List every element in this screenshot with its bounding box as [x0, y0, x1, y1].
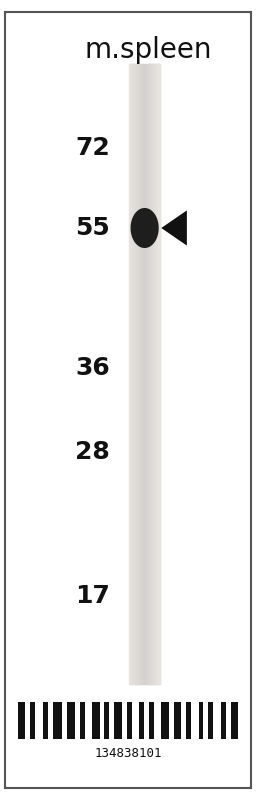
- Bar: [151, 64, 152, 684]
- Bar: [139, 64, 140, 684]
- Bar: [231, 702, 238, 739]
- Bar: [154, 64, 155, 684]
- Bar: [114, 702, 122, 739]
- Bar: [130, 64, 131, 684]
- Bar: [153, 64, 154, 684]
- Bar: [104, 702, 110, 739]
- Bar: [138, 64, 139, 684]
- Bar: [92, 702, 100, 739]
- Text: 134838101: 134838101: [94, 747, 162, 760]
- Bar: [129, 64, 130, 684]
- Bar: [141, 64, 142, 684]
- Bar: [136, 64, 137, 684]
- Bar: [132, 64, 133, 684]
- Bar: [135, 64, 136, 684]
- Bar: [152, 64, 153, 684]
- Bar: [18, 702, 25, 739]
- Text: 36: 36: [75, 356, 110, 380]
- Bar: [135, 64, 136, 684]
- Bar: [158, 64, 159, 684]
- Bar: [153, 64, 154, 684]
- Text: 72: 72: [75, 136, 110, 160]
- Bar: [143, 64, 144, 684]
- Bar: [133, 64, 134, 684]
- Bar: [159, 64, 160, 684]
- Bar: [156, 64, 157, 684]
- Bar: [132, 64, 133, 684]
- Bar: [161, 702, 169, 739]
- Text: 28: 28: [75, 440, 110, 464]
- Bar: [221, 702, 226, 739]
- Bar: [156, 64, 157, 684]
- Bar: [131, 64, 132, 684]
- Bar: [131, 64, 132, 684]
- Bar: [198, 702, 204, 739]
- Bar: [186, 702, 191, 739]
- Polygon shape: [161, 210, 187, 246]
- Bar: [144, 64, 145, 684]
- Bar: [151, 64, 152, 684]
- Bar: [142, 64, 143, 684]
- Text: 17: 17: [75, 584, 110, 608]
- Text: 55: 55: [75, 216, 110, 240]
- Bar: [137, 64, 138, 684]
- Bar: [140, 64, 141, 684]
- Bar: [208, 702, 213, 739]
- Bar: [127, 702, 132, 739]
- Bar: [159, 64, 160, 684]
- Bar: [138, 64, 139, 684]
- Bar: [149, 64, 150, 684]
- Bar: [134, 64, 135, 684]
- Bar: [146, 64, 147, 684]
- Bar: [145, 64, 146, 684]
- Bar: [155, 64, 156, 684]
- Bar: [43, 702, 48, 739]
- Bar: [155, 64, 156, 684]
- Bar: [150, 64, 151, 684]
- Bar: [134, 64, 135, 684]
- Bar: [133, 64, 134, 684]
- Bar: [148, 64, 149, 684]
- Bar: [80, 702, 85, 739]
- Bar: [154, 64, 155, 684]
- Bar: [139, 702, 144, 739]
- Bar: [52, 702, 62, 739]
- Bar: [30, 702, 35, 739]
- Bar: [137, 64, 138, 684]
- Bar: [174, 702, 181, 739]
- Bar: [67, 702, 75, 739]
- Text: m.spleen: m.spleen: [85, 36, 212, 64]
- Bar: [157, 64, 158, 684]
- Bar: [147, 64, 148, 684]
- Bar: [136, 64, 137, 684]
- Polygon shape: [131, 208, 159, 248]
- Bar: [130, 64, 131, 684]
- Bar: [150, 64, 151, 684]
- Bar: [149, 702, 154, 739]
- Bar: [158, 64, 159, 684]
- Bar: [152, 64, 153, 684]
- Bar: [149, 64, 150, 684]
- Bar: [157, 64, 158, 684]
